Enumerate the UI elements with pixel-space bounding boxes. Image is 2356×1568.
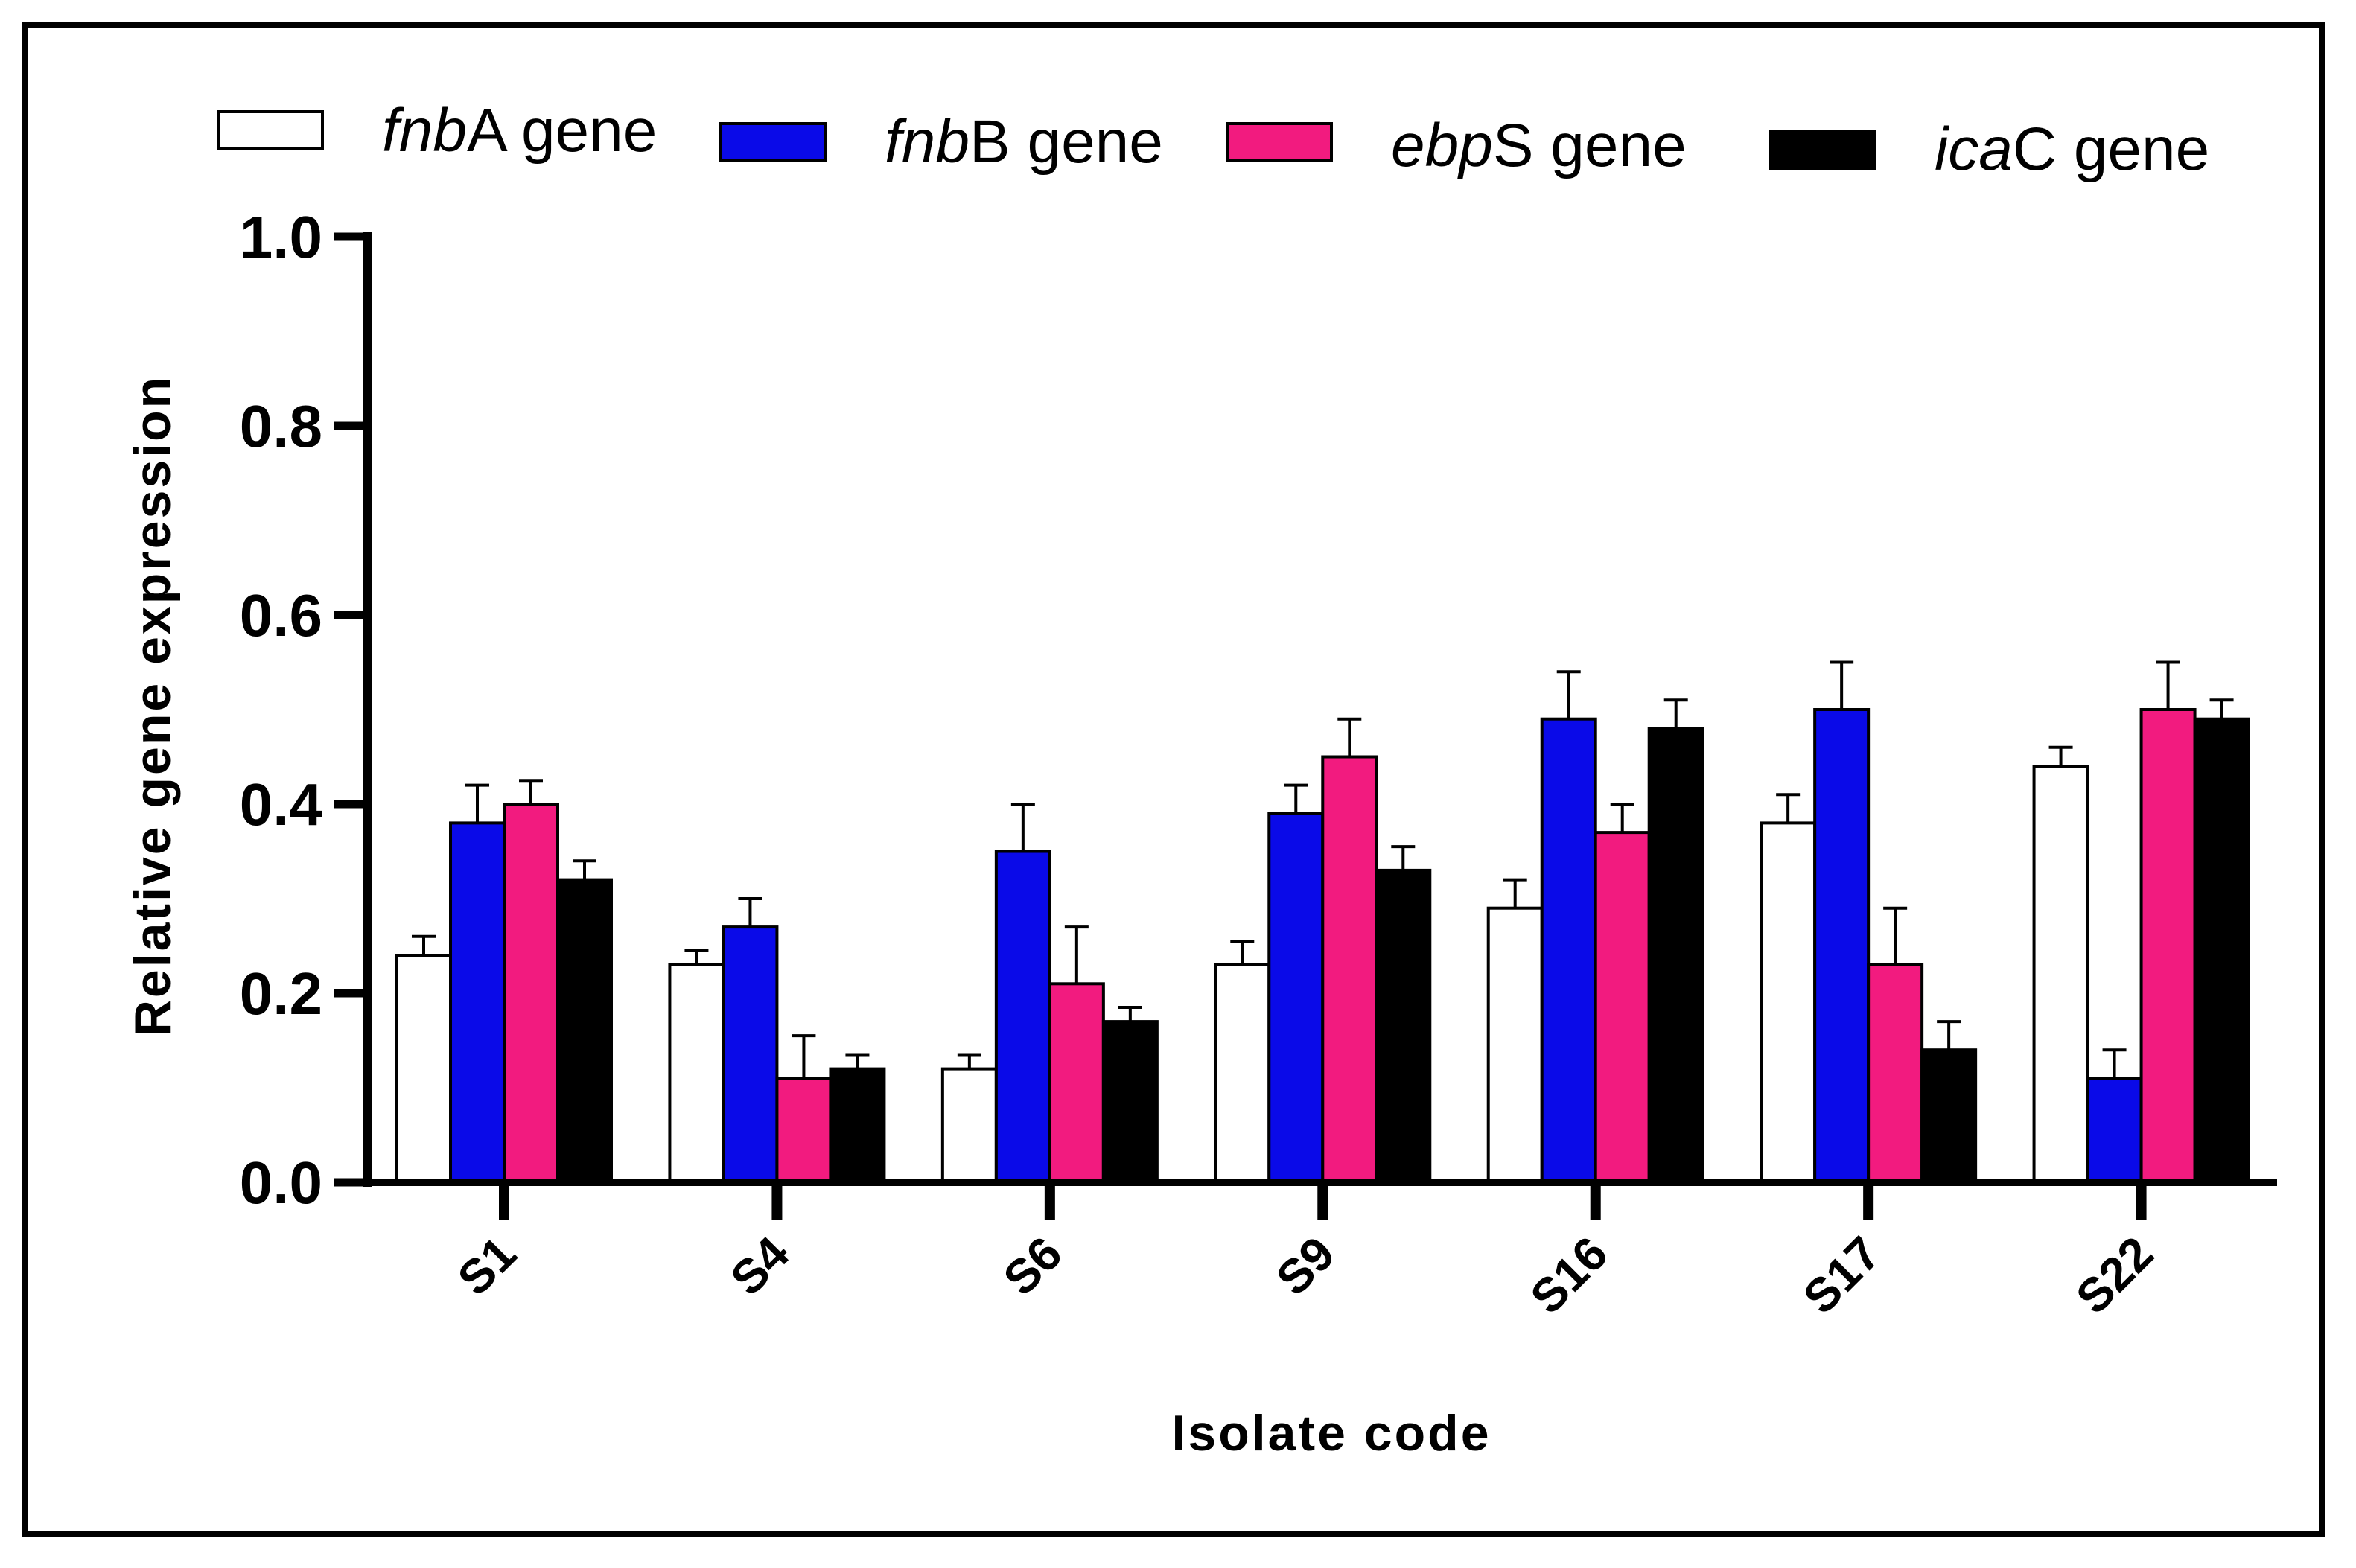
- x-tick-label: S6: [993, 1226, 1072, 1305]
- bar: [1867, 963, 1924, 1185]
- y-tick-label: 0.6: [240, 582, 322, 648]
- bar: [2193, 717, 2250, 1184]
- legend-swatch: [217, 110, 324, 150]
- bar: [1214, 963, 1271, 1185]
- y-tick-label: 0.0: [240, 1150, 322, 1216]
- bar: [829, 1067, 886, 1184]
- x-tick-label: S22: [2066, 1226, 2163, 1324]
- legend-label: ebpS gene: [1391, 112, 1687, 179]
- bar: [1267, 812, 1325, 1184]
- x-tick-label: S1: [448, 1226, 526, 1305]
- chart-frame: fnbA gene fnbB gene ebpS gene icaC gene 0.0…: [22, 22, 2325, 1537]
- bar: [722, 925, 779, 1184]
- bar: [2086, 1077, 2143, 1185]
- bar: [449, 821, 506, 1185]
- bar: [1101, 1020, 1159, 1184]
- chart-svg: fnbA gene fnbB gene ebpS gene icaC gene 0.0…: [124, 97, 2277, 1462]
- x-tick-label: S9: [1266, 1226, 1345, 1305]
- legend-swatch: [1769, 130, 1876, 170]
- x-axis-title: Isolate code: [1171, 1405, 1491, 1462]
- bar: [556, 878, 613, 1184]
- legend-label: icaC gene: [1935, 115, 2209, 183]
- y-tick-label: 0.8: [240, 393, 322, 459]
- bar: [1920, 1048, 1978, 1184]
- bar: [1813, 708, 1871, 1184]
- bar: [1594, 831, 1651, 1184]
- bar-group: [395, 660, 2250, 1185]
- y-tick-label: 0.2: [240, 960, 322, 1027]
- legend-label: fnbA gene: [382, 97, 657, 165]
- bar: [1321, 755, 1378, 1184]
- bar: [1048, 982, 1105, 1185]
- y-tick-label: 1.0: [240, 204, 322, 270]
- bar: [1375, 868, 1432, 1185]
- bar: [775, 1077, 832, 1185]
- bar: [2032, 765, 2089, 1184]
- x-tick-label: S4: [720, 1226, 800, 1306]
- bar: [1486, 906, 1544, 1184]
- legend-swatch: [719, 122, 827, 162]
- bar: [940, 1067, 998, 1184]
- y-axis-title: Relative gene expression: [124, 375, 181, 1036]
- legend-label: fnbB gene: [885, 108, 1163, 176]
- bar: [1647, 727, 1704, 1184]
- bar: [2139, 708, 2197, 1184]
- bar: [395, 954, 452, 1184]
- y-tick-label: 0.4: [240, 771, 323, 838]
- bar: [503, 803, 559, 1184]
- bar: [668, 963, 725, 1185]
- bar: [1540, 717, 1597, 1184]
- bar: [1760, 821, 1817, 1185]
- legend-swatch: [1226, 122, 1333, 162]
- bar: [994, 850, 1051, 1184]
- x-tick-label: S17: [1793, 1226, 1891, 1324]
- legend: fnbA gene fnbB gene ebpS gene icaC gene: [217, 97, 2209, 183]
- x-tick-label: S16: [1520, 1226, 1617, 1324]
